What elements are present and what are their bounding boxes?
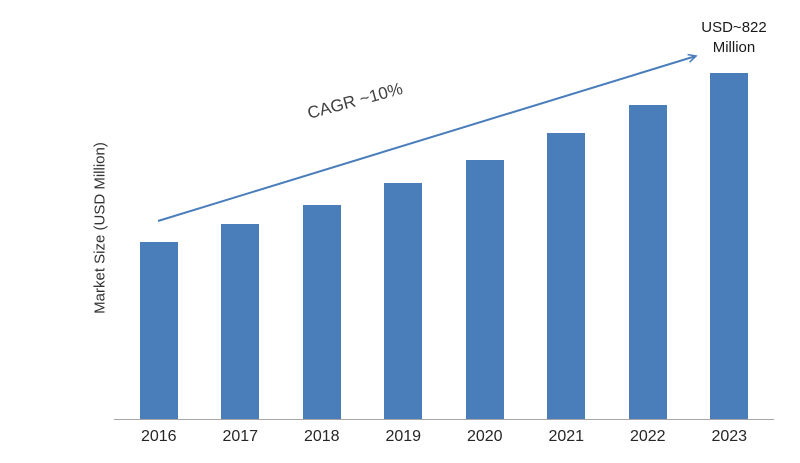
bars-group (118, 40, 770, 420)
x-tick-2019: 2019 (385, 428, 422, 445)
x-tick-2020: 2020 (466, 428, 503, 445)
bar-2017 (221, 224, 260, 420)
bar-slot-2021 (526, 40, 608, 420)
bar-2021 (547, 133, 586, 420)
y-axis-label: Market Size (USD Million) (91, 142, 109, 314)
bar-2019 (384, 183, 423, 420)
bar-slot-2016 (118, 40, 200, 420)
bar-2020 (465, 159, 504, 420)
bar-2016 (139, 241, 178, 420)
x-tick-2022: 2022 (629, 428, 666, 445)
end-value-line2: Million (712, 39, 756, 57)
x-axis-tick-labels: 2016 2017 2018 2019 2020 2021 2022 2023 (118, 428, 770, 446)
end-value-label: USD~822 Million (688, 18, 780, 59)
bar-slot-2018 (281, 40, 363, 420)
plot-area (114, 40, 774, 420)
x-tick-2017: 2017 (222, 428, 259, 445)
bar-slot-2019 (363, 40, 445, 420)
bar-slot-2023 (689, 40, 771, 420)
x-axis-line (114, 419, 774, 420)
bar-2023 (710, 72, 749, 420)
x-tick-2021: 2021 (548, 428, 585, 445)
bar-2022 (628, 104, 667, 420)
x-tick-2023: 2023 (711, 428, 748, 445)
x-tick-2016: 2016 (140, 428, 177, 445)
end-value-line1: USD~822 (701, 19, 767, 36)
bar-slot-2022 (607, 40, 689, 420)
x-tick-2018: 2018 (303, 428, 340, 445)
bar-slot-2017 (200, 40, 282, 420)
bar-2018 (302, 204, 341, 420)
bar-slot-2020 (444, 40, 526, 420)
